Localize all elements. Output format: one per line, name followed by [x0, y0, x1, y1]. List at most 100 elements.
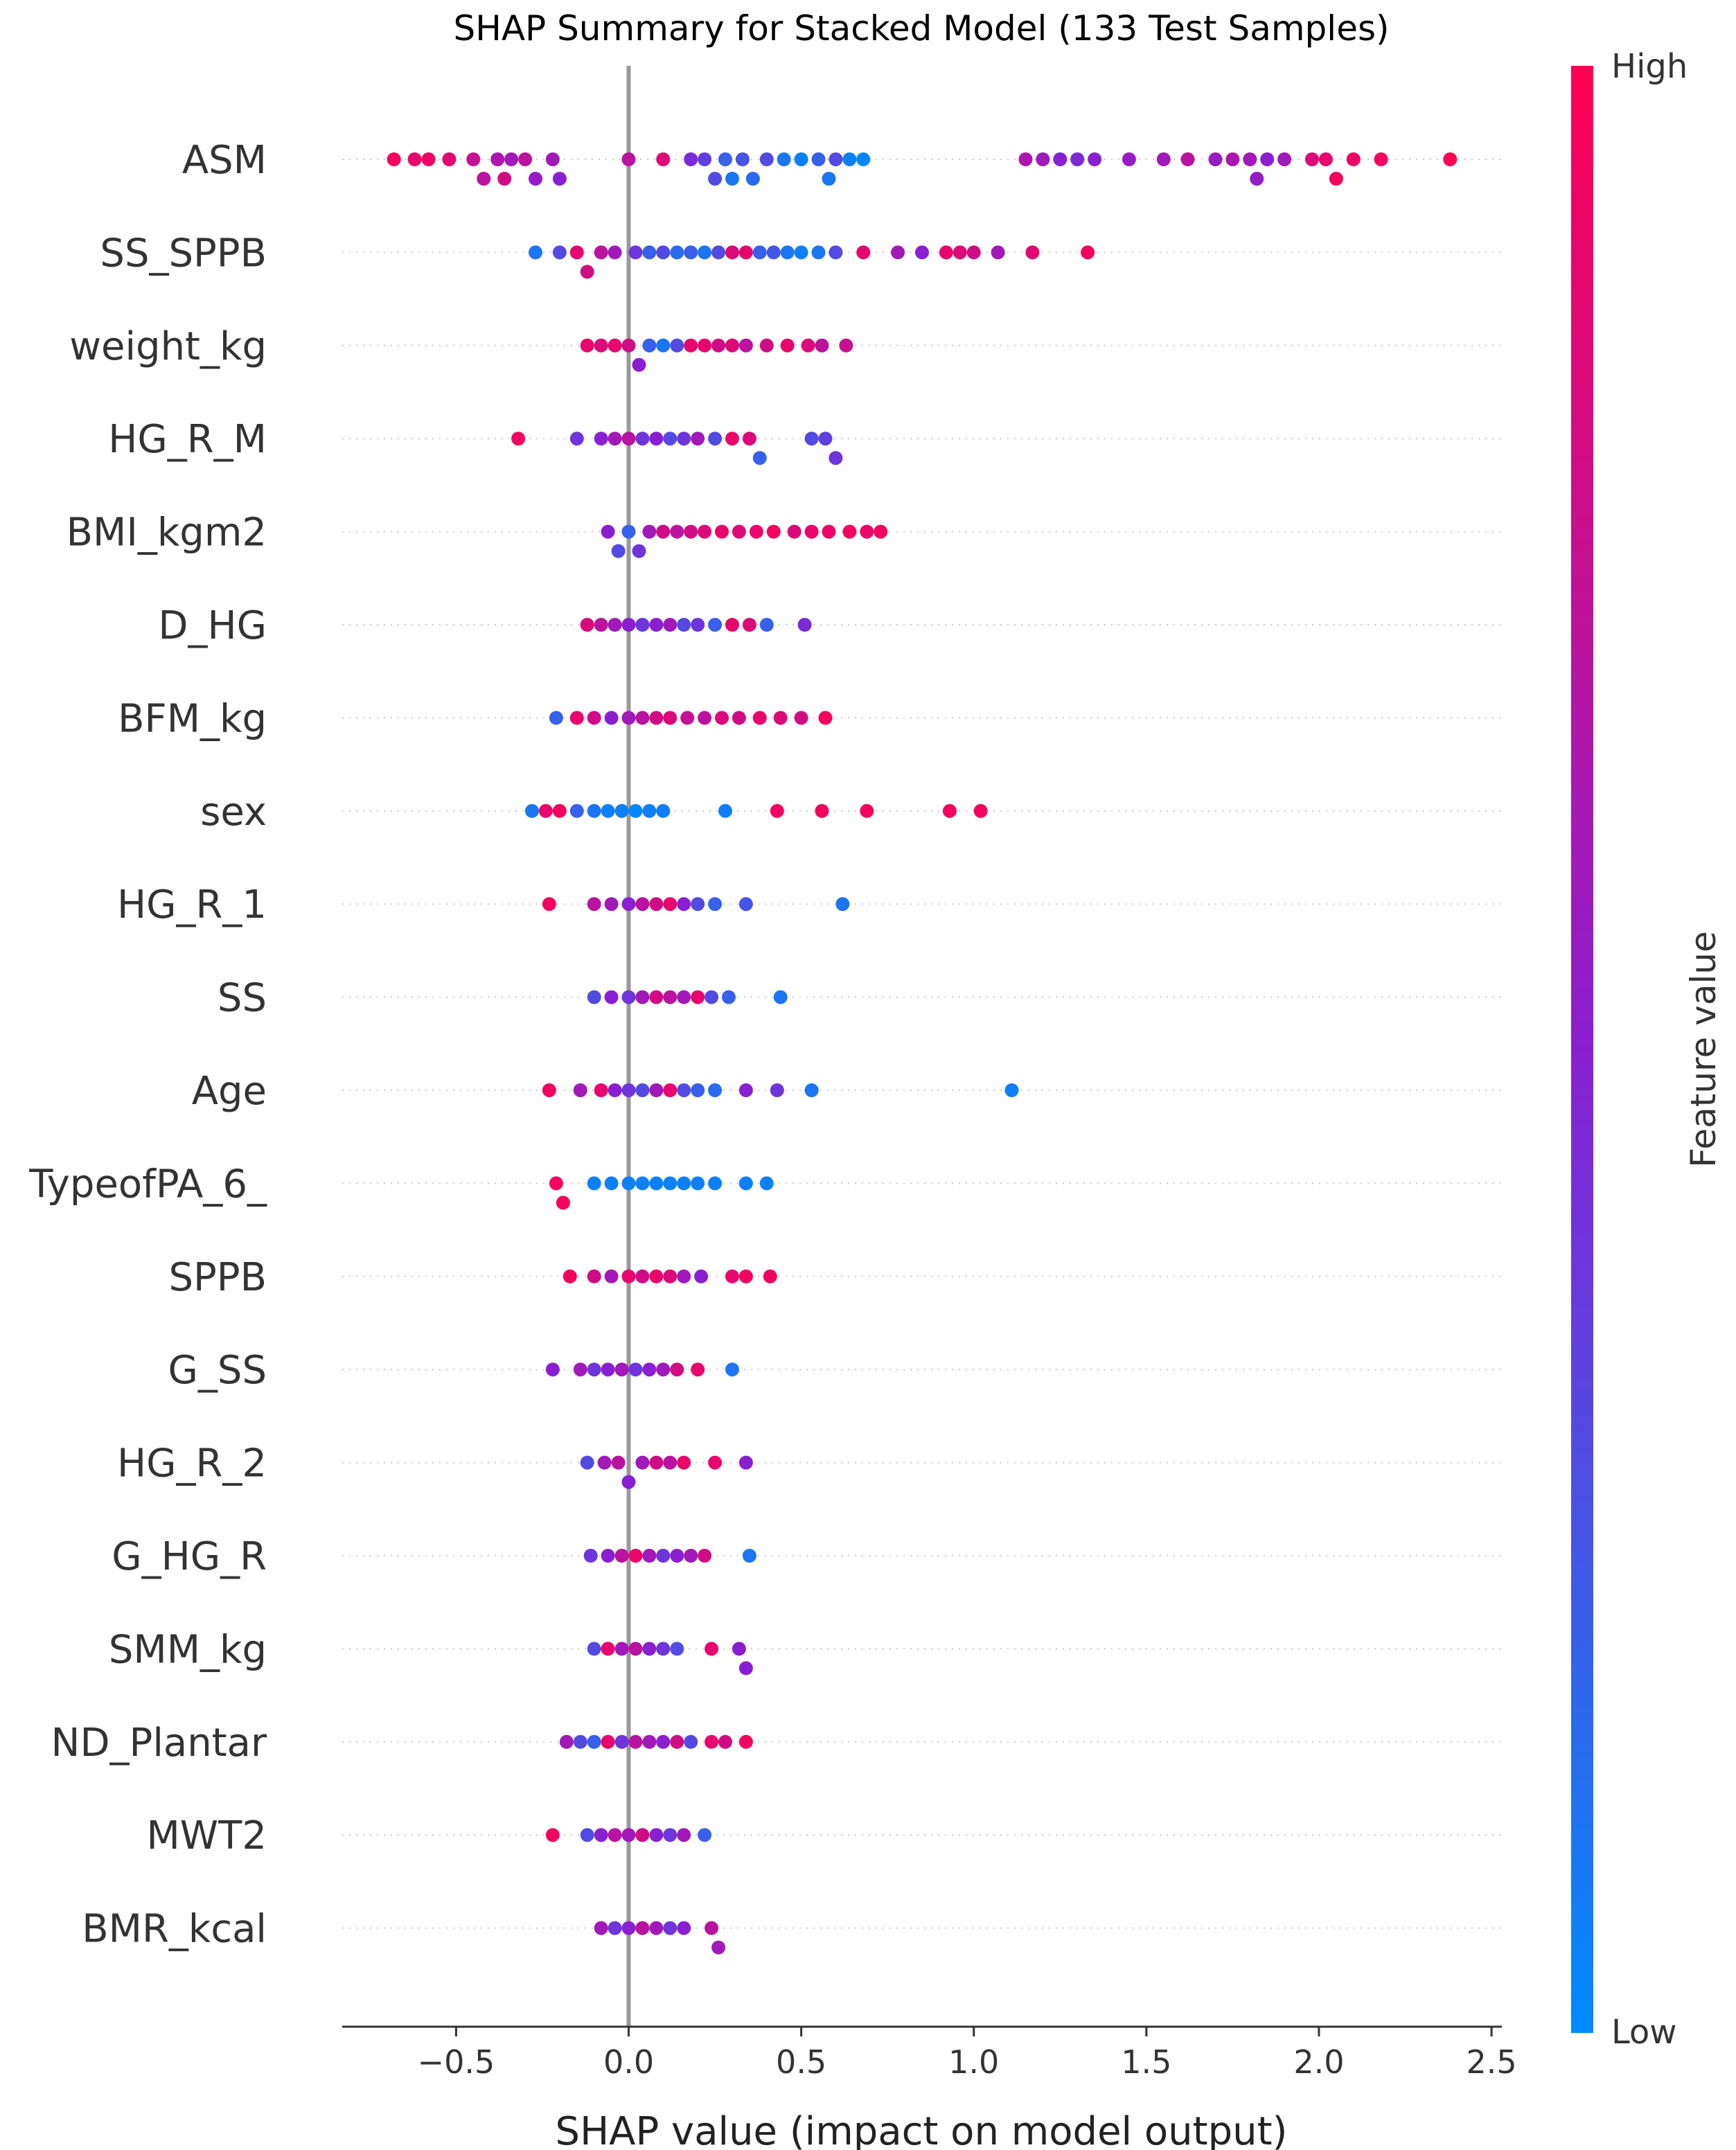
shap-point	[587, 1176, 601, 1191]
shap-point	[822, 524, 836, 539]
shap-point	[698, 1549, 712, 1563]
feature-label: BMI_kgm2	[67, 510, 267, 556]
shap-point	[773, 990, 788, 1004]
shap-point	[649, 432, 664, 446]
shap-point	[614, 1642, 629, 1656]
feature-label: HG_R_2	[117, 1441, 267, 1486]
shap-point	[608, 432, 622, 446]
shap-point	[745, 172, 760, 186]
shap-point	[497, 172, 512, 186]
feature-label: SS_SPPB	[100, 231, 267, 276]
shap-point	[953, 245, 967, 260]
shap-point	[569, 803, 584, 818]
shap-point	[705, 990, 719, 1004]
shap-point	[549, 1176, 563, 1191]
shap-point	[1081, 245, 1095, 260]
shap-point	[580, 1455, 594, 1470]
shap-point	[628, 1642, 643, 1656]
shap-point	[580, 265, 594, 279]
shap-point	[1018, 152, 1033, 166]
shap-point	[698, 524, 712, 539]
shap-point	[663, 1455, 677, 1470]
shap-point	[614, 1362, 629, 1377]
x-tick-label: 1.0	[948, 2043, 999, 2081]
shap-point	[635, 1269, 650, 1283]
shap-point	[663, 1269, 677, 1283]
shap-point	[1277, 152, 1292, 166]
shap-point	[635, 990, 650, 1004]
shap-point	[621, 338, 636, 353]
shap-point	[815, 338, 829, 353]
shap-point	[649, 1921, 664, 1935]
shap-point	[1070, 152, 1085, 166]
shap-point	[525, 803, 539, 818]
shap-point	[670, 1549, 684, 1563]
shap-point	[628, 1362, 643, 1377]
shap-point	[708, 618, 723, 632]
feature-label: HG_R_M	[108, 417, 267, 462]
shap-point	[915, 245, 929, 260]
shap-point	[738, 1734, 753, 1749]
shap-point	[663, 990, 677, 1004]
shap-point	[608, 1921, 622, 1935]
shap-point	[580, 1828, 594, 1842]
shap-point	[738, 1455, 753, 1470]
shap-point	[604, 1269, 619, 1283]
shap-point	[656, 1362, 671, 1377]
shap-point	[759, 618, 774, 632]
shap-point	[621, 1269, 636, 1283]
shap-point	[1053, 152, 1068, 166]
shap-point	[621, 1475, 636, 1489]
shap-point	[670, 524, 684, 539]
shap-point	[763, 1269, 777, 1283]
shap-point	[594, 1828, 608, 1842]
shap-point	[766, 524, 781, 539]
shap-point	[601, 1734, 615, 1749]
shap-point	[842, 152, 857, 166]
shap-point	[608, 1083, 622, 1097]
shap-point	[691, 990, 705, 1004]
shap-point	[684, 524, 698, 539]
shap-point	[552, 172, 567, 186]
shap-point	[614, 1549, 629, 1563]
shap-point	[711, 1940, 726, 1955]
shap-point	[594, 618, 608, 632]
shap-point	[597, 1455, 612, 1470]
shap-point	[573, 1083, 587, 1097]
shap-point	[545, 1828, 560, 1842]
shap-point	[663, 897, 677, 912]
shap-point	[649, 1083, 664, 1097]
shap-point	[1088, 152, 1102, 166]
shap-point	[594, 1921, 608, 1935]
shap-point	[725, 245, 739, 260]
shap-point	[545, 1362, 560, 1377]
shap-point	[635, 711, 650, 725]
shap-point	[608, 1828, 622, 1842]
shap-point	[614, 803, 629, 818]
shap-point	[691, 618, 705, 632]
shap-point	[407, 152, 422, 166]
shap-point	[991, 245, 1005, 260]
shap-point	[715, 711, 729, 725]
shap-point	[677, 897, 691, 912]
shap-point	[594, 338, 608, 353]
shap-point	[677, 1455, 691, 1470]
feature-label: TypeofPA_6_	[28, 1162, 267, 1207]
shap-point	[635, 1455, 650, 1470]
shap-point	[611, 1455, 626, 1470]
shap-point	[649, 711, 664, 725]
shap-point	[787, 524, 801, 539]
x-tick-label: 1.5	[1121, 2043, 1171, 2081]
shap-point	[621, 1176, 636, 1191]
shap-point	[698, 152, 712, 166]
shap-point	[1250, 172, 1264, 186]
shap-point	[601, 1642, 615, 1656]
feature-label: SMM_kg	[109, 1627, 267, 1672]
shap-point	[563, 1269, 577, 1283]
shap-point	[677, 1269, 691, 1283]
x-axis-ticks: −0.5 0.0 0.5 1.0 1.5 2.0 2.5	[418, 2027, 1517, 2081]
shap-point	[549, 711, 563, 725]
points-layer	[387, 152, 1458, 1955]
shap-point	[732, 524, 746, 539]
shap-point	[839, 338, 853, 353]
